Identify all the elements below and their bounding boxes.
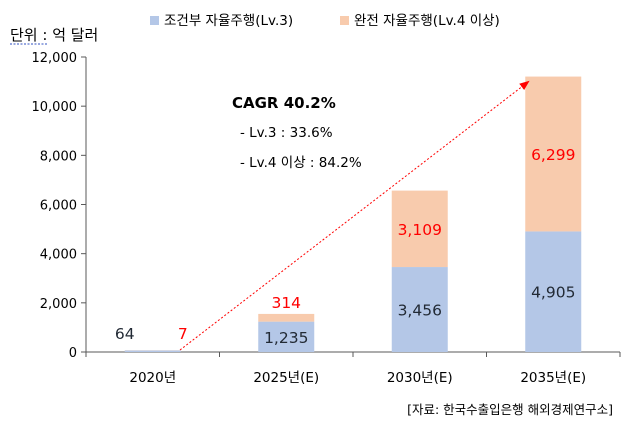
cagr-line-lv4: - Lv.4 이상 : 84.2%: [240, 155, 362, 171]
cagr-line-lv3: - Lv.3 : 33.6%: [240, 125, 333, 141]
growth-arrow: [179, 80, 530, 351]
bar-lv3-2: [391, 267, 448, 352]
legend-swatch-0: [150, 16, 159, 25]
y-tick-label-6: 12,000: [32, 51, 78, 66]
x-tick-label-0: 2020년: [129, 370, 176, 386]
bar-lv4-2: [391, 190, 448, 268]
bar-lv3-3: [525, 231, 582, 352]
label-lv3-0: 64: [115, 325, 135, 343]
bars: [124, 76, 582, 352]
x-tick-label-2: 2030년(E): [387, 370, 453, 386]
y-tick-label-4: 8,000: [40, 149, 77, 164]
label-lv3-3: 4,905: [531, 284, 575, 302]
bar-lv4-3: [525, 76, 582, 232]
label-lv3-2: 3,456: [398, 302, 442, 320]
legend: 조건부 자율주행(Lv.3) 완전 자율주행(Lv.4 이상): [150, 13, 500, 29]
legend-label-0: 조건부 자율주행(Lv.3): [164, 13, 293, 29]
legend-label-1: 완전 자율주행(Lv.4 이상): [354, 13, 500, 29]
y-tick-label-2: 4,000: [40, 248, 77, 263]
data-labels: 64 7 1,235 314 3,456 3,109 4,905 6,299: [115, 146, 576, 347]
label-lv4-3: 6,299: [531, 146, 575, 164]
label-lv4-2: 3,109: [398, 221, 442, 239]
y-tick-label-3: 6,000: [40, 199, 77, 214]
source-note: [자료: 한국수출입은행 해외경제연구소]: [407, 402, 613, 417]
bar-lv3-0: [124, 350, 181, 352]
x-tick-label-3: 2035년(E): [520, 370, 586, 386]
y-tick-label-5: 10,000: [32, 100, 78, 115]
cagr-title: CAGR 40.2%: [232, 94, 336, 112]
label-lv4-1: 314: [271, 294, 301, 312]
bar-lv3-1: [258, 321, 315, 352]
label-lv4-0: 7: [178, 325, 188, 343]
y-axis: 0 2,000 4,000 6,000 8,000 10,000 12,000: [32, 51, 87, 361]
y-tick-label-1: 2,000: [40, 297, 77, 312]
label-lv3-1: 1,235: [264, 329, 308, 347]
legend-swatch-1: [340, 16, 349, 25]
x-axis: 2020년 2025년(E) 2030년(E) 2035년(E): [85, 351, 621, 386]
x-tick-label-1: 2025년(E): [253, 370, 319, 386]
bar-lv4-1: [258, 313, 315, 322]
y-tick-label-0: 0: [69, 346, 77, 361]
unit-label: 단위 : 억 달러: [10, 26, 98, 44]
